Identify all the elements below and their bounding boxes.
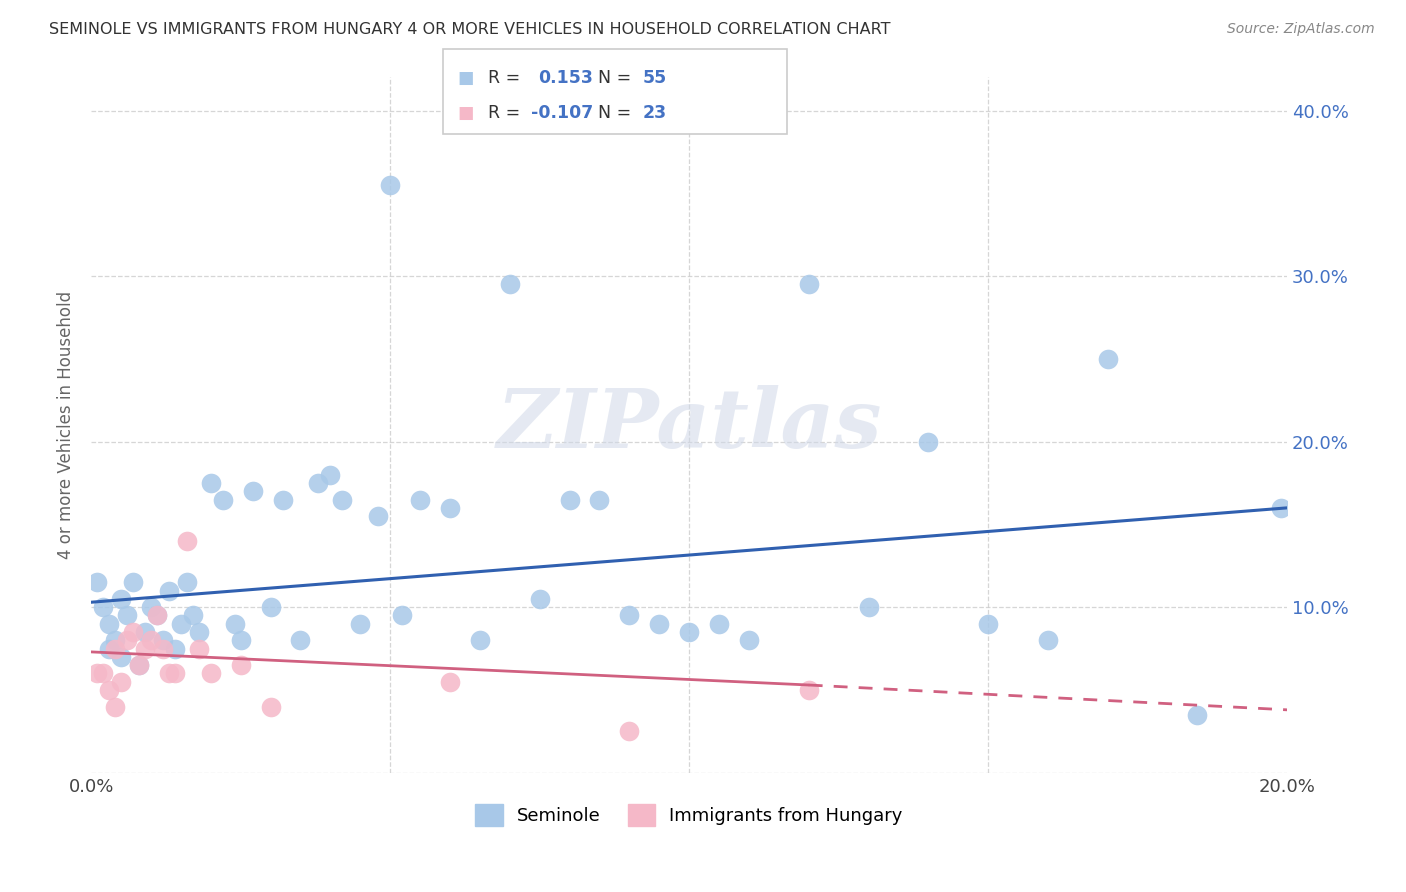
Point: [529, 591, 551, 606]
Point: [319, 467, 342, 482]
Text: R =: R =: [488, 104, 526, 122]
Point: [115, 608, 138, 623]
Point: [439, 674, 461, 689]
Point: [110, 649, 132, 664]
Point: [1097, 351, 1119, 366]
Point: [391, 608, 413, 623]
Point: [200, 476, 222, 491]
Text: 0.153: 0.153: [538, 69, 593, 87]
Point: [738, 633, 761, 648]
Point: [619, 724, 641, 739]
Point: [128, 658, 150, 673]
Point: [409, 492, 432, 507]
Point: [259, 699, 281, 714]
Text: ■: ■: [457, 69, 474, 87]
Point: [588, 492, 610, 507]
Point: [128, 658, 150, 673]
Point: [917, 434, 939, 449]
Point: [91, 600, 114, 615]
Point: [200, 666, 222, 681]
Point: [678, 625, 700, 640]
Text: N =: N =: [598, 69, 637, 87]
Point: [104, 633, 127, 648]
Point: [187, 641, 209, 656]
Point: [110, 591, 132, 606]
Point: [181, 608, 204, 623]
Point: [163, 666, 186, 681]
Point: [1270, 500, 1292, 515]
Point: [229, 658, 252, 673]
Point: [439, 500, 461, 515]
Point: [163, 641, 186, 656]
Point: [367, 509, 389, 524]
Point: [797, 683, 820, 698]
Text: ZIPatlas: ZIPatlas: [496, 385, 882, 465]
Point: [558, 492, 581, 507]
Point: [259, 600, 281, 615]
Point: [104, 641, 127, 656]
Point: [330, 492, 353, 507]
Point: [122, 625, 145, 640]
Point: [146, 608, 169, 623]
Point: [104, 699, 127, 714]
Text: R =: R =: [488, 69, 526, 87]
Point: [1187, 707, 1209, 722]
Point: [211, 492, 233, 507]
Point: [468, 633, 491, 648]
Point: [152, 641, 174, 656]
Point: [122, 575, 145, 590]
Point: [229, 633, 252, 648]
Text: N =: N =: [598, 104, 637, 122]
Point: [98, 616, 121, 631]
Point: [134, 625, 156, 640]
Point: [98, 641, 121, 656]
Point: [152, 633, 174, 648]
Point: [707, 616, 730, 631]
Text: SEMINOLE VS IMMIGRANTS FROM HUNGARY 4 OR MORE VEHICLES IN HOUSEHOLD CORRELATION : SEMINOLE VS IMMIGRANTS FROM HUNGARY 4 OR…: [49, 22, 891, 37]
Text: -0.107: -0.107: [531, 104, 593, 122]
Point: [349, 616, 371, 631]
Point: [648, 616, 671, 631]
Text: Source: ZipAtlas.com: Source: ZipAtlas.com: [1227, 22, 1375, 37]
Point: [797, 277, 820, 292]
Point: [176, 575, 198, 590]
Point: [290, 633, 312, 648]
Point: [170, 616, 193, 631]
Text: 23: 23: [643, 104, 666, 122]
Point: [499, 277, 522, 292]
Point: [157, 583, 180, 598]
Point: [86, 666, 108, 681]
Point: [146, 608, 169, 623]
Point: [977, 616, 1000, 631]
Point: [134, 641, 156, 656]
Point: [307, 476, 329, 491]
Point: [271, 492, 294, 507]
Point: [187, 625, 209, 640]
Text: 55: 55: [643, 69, 666, 87]
Point: [110, 674, 132, 689]
Point: [619, 608, 641, 623]
Point: [858, 600, 880, 615]
Point: [242, 484, 264, 499]
Point: [176, 533, 198, 548]
Point: [115, 633, 138, 648]
Point: [139, 633, 162, 648]
Point: [139, 600, 162, 615]
Point: [224, 616, 246, 631]
Y-axis label: 4 or more Vehicles in Household: 4 or more Vehicles in Household: [58, 291, 75, 559]
Legend: Seminole, Immigrants from Hungary: Seminole, Immigrants from Hungary: [468, 797, 910, 833]
Point: [1036, 633, 1059, 648]
Point: [157, 666, 180, 681]
Point: [98, 683, 121, 698]
Point: [86, 575, 108, 590]
Point: [91, 666, 114, 681]
Point: [378, 178, 401, 192]
Text: ■: ■: [457, 104, 474, 122]
